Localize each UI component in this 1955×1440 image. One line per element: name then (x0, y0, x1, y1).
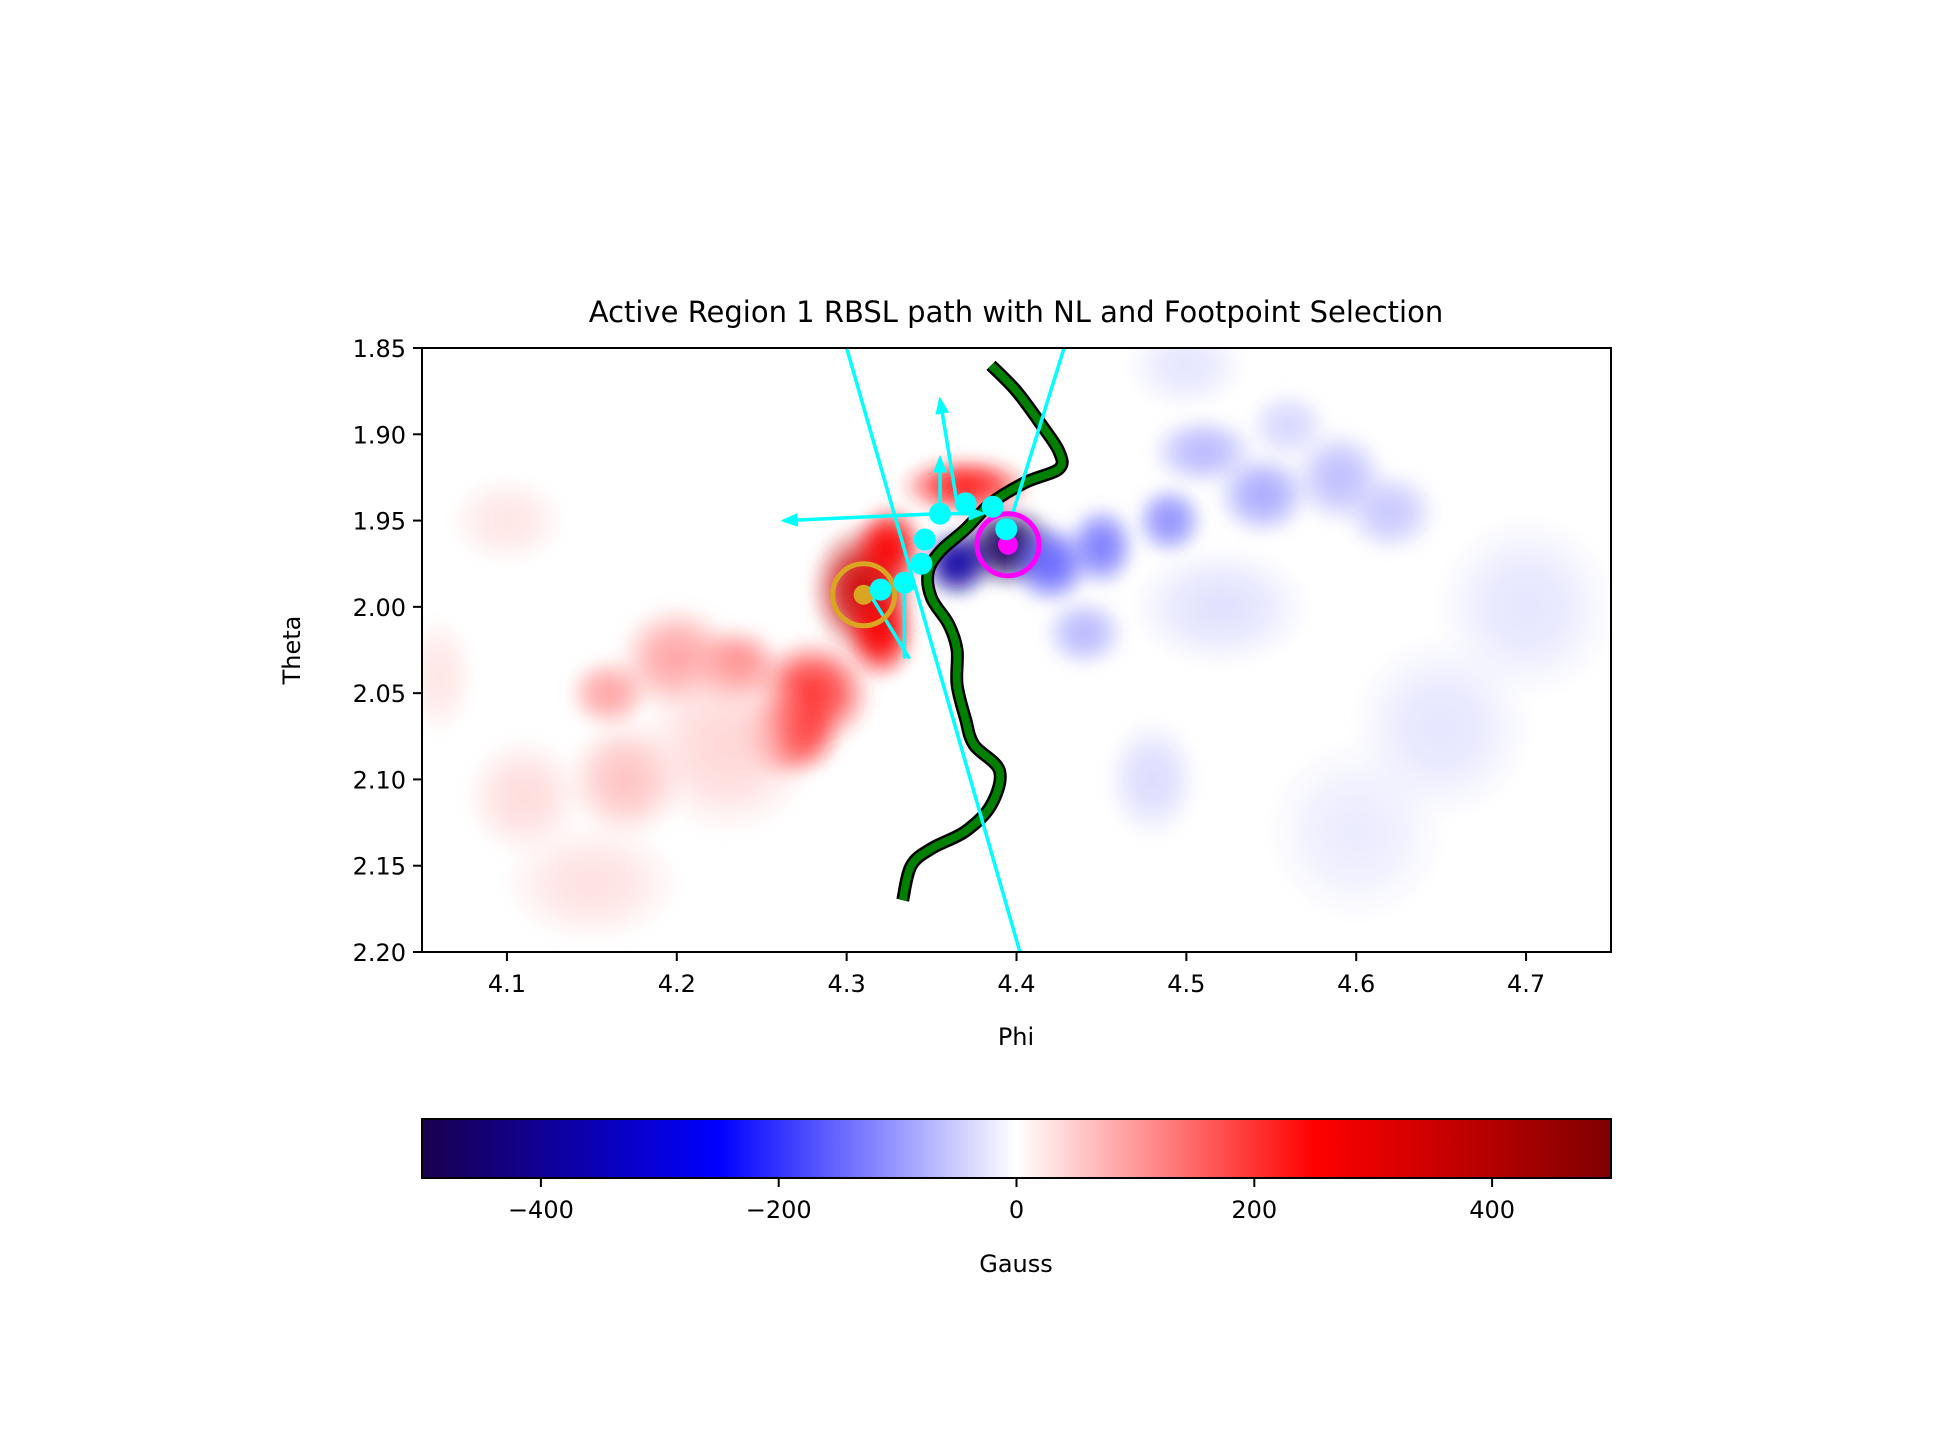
footpoint-selection-point (929, 502, 952, 525)
colorbar-tick-label: −200 (746, 1196, 812, 1224)
y-tick-label: 1.95 (353, 508, 406, 536)
negative-field-blob (1103, 717, 1202, 842)
negative-footpoint-ring (974, 511, 1042, 579)
y-tick-label: 1.85 (353, 335, 406, 363)
footpoint-selection-point (981, 495, 1004, 518)
positive-footpoint-ring (830, 561, 898, 629)
footpoint-selection-point (913, 528, 936, 551)
vector-arrow (935, 396, 959, 504)
vector-arrow (780, 511, 941, 527)
positive-field-blob (445, 473, 569, 568)
overlay-layer (780, 348, 1069, 952)
plot-area (421, 347, 1612, 953)
negative-field-blob (1213, 451, 1312, 539)
footpoint-selection-point (995, 518, 1018, 541)
negative-field-blob (1341, 468, 1440, 556)
negative-field-blob (1264, 738, 1448, 925)
x-axis-label: Phi (998, 1023, 1034, 1051)
colorbar-label: Gauss (979, 1250, 1053, 1278)
x-tick-label: 4.6 (1337, 970, 1375, 998)
x-tick-label: 4.2 (658, 970, 696, 998)
x-tick-label: 4.1 (488, 970, 526, 998)
negative-field-blob (1064, 502, 1139, 590)
positive-field-blob (566, 655, 652, 731)
positive-footpoint-marker (853, 584, 874, 605)
y-tick-label: 2.00 (353, 594, 406, 622)
x-tick-label: 4.3 (828, 970, 866, 998)
colorbar-tick-label: 0 (1009, 1196, 1024, 1224)
positive-field-blob (422, 613, 476, 738)
positive-field-blob (500, 820, 684, 946)
rbsl-path-line (844, 348, 1022, 952)
negative-footpoint-marker (998, 534, 1019, 555)
negative-field-blob (1245, 388, 1332, 463)
negative-field-blob (1132, 483, 1207, 558)
field-blobs (422, 348, 1611, 946)
y-axis-label: Theta (278, 616, 306, 686)
y-tick-label: 2.20 (353, 939, 406, 967)
neutral-line (898, 362, 1067, 902)
positive-field-blob (843, 583, 918, 683)
colorbar-ticks: −400 −200 0 200 400 (508, 1178, 1515, 1224)
x-tick-label: 4.4 (997, 970, 1035, 998)
colorbar-tick-label: 400 (1469, 1196, 1515, 1224)
y-tick-label: 2.05 (353, 680, 406, 708)
negative-field-blob (1128, 544, 1313, 669)
magnetogram-heatmap (422, 348, 1611, 946)
colorbar-tick-label: −400 (508, 1196, 574, 1224)
positive-field-blob (636, 651, 820, 839)
colorbar: −400 −200 0 200 400 Gauss (421, 1118, 1612, 1278)
colorbar-tick-label: 200 (1231, 1196, 1277, 1224)
y-tick-label: 2.15 (353, 853, 406, 881)
chart-title: Active Region 1 RBSL path with NL and Fo… (589, 295, 1443, 329)
negative-field-blob (1125, 348, 1248, 412)
negative-field-blob (1041, 595, 1128, 671)
x-axis: 4.1 4.2 4.3 4.4 4.5 4.6 4.7 (488, 952, 1545, 998)
positive-field-blob (852, 502, 926, 590)
x-tick-label: 4.5 (1167, 970, 1205, 998)
footpoint-selection-point (954, 492, 977, 515)
footpoint-selection-point (893, 571, 916, 594)
footpoint-selection-point (869, 578, 892, 601)
y-axis: 1.85 1.90 1.95 2.00 2.05 2.10 2.15 2.20 (353, 335, 422, 967)
y-tick-label: 2.10 (353, 766, 406, 794)
x-tick-label: 4.7 (1507, 970, 1545, 998)
colorbar-gradient (421, 1118, 1612, 1179)
y-tick-label: 1.90 (353, 421, 406, 449)
rbsl-path-line (865, 588, 911, 660)
rbsl-path-line (1011, 348, 1066, 513)
footpoint-selection-point (910, 552, 933, 575)
